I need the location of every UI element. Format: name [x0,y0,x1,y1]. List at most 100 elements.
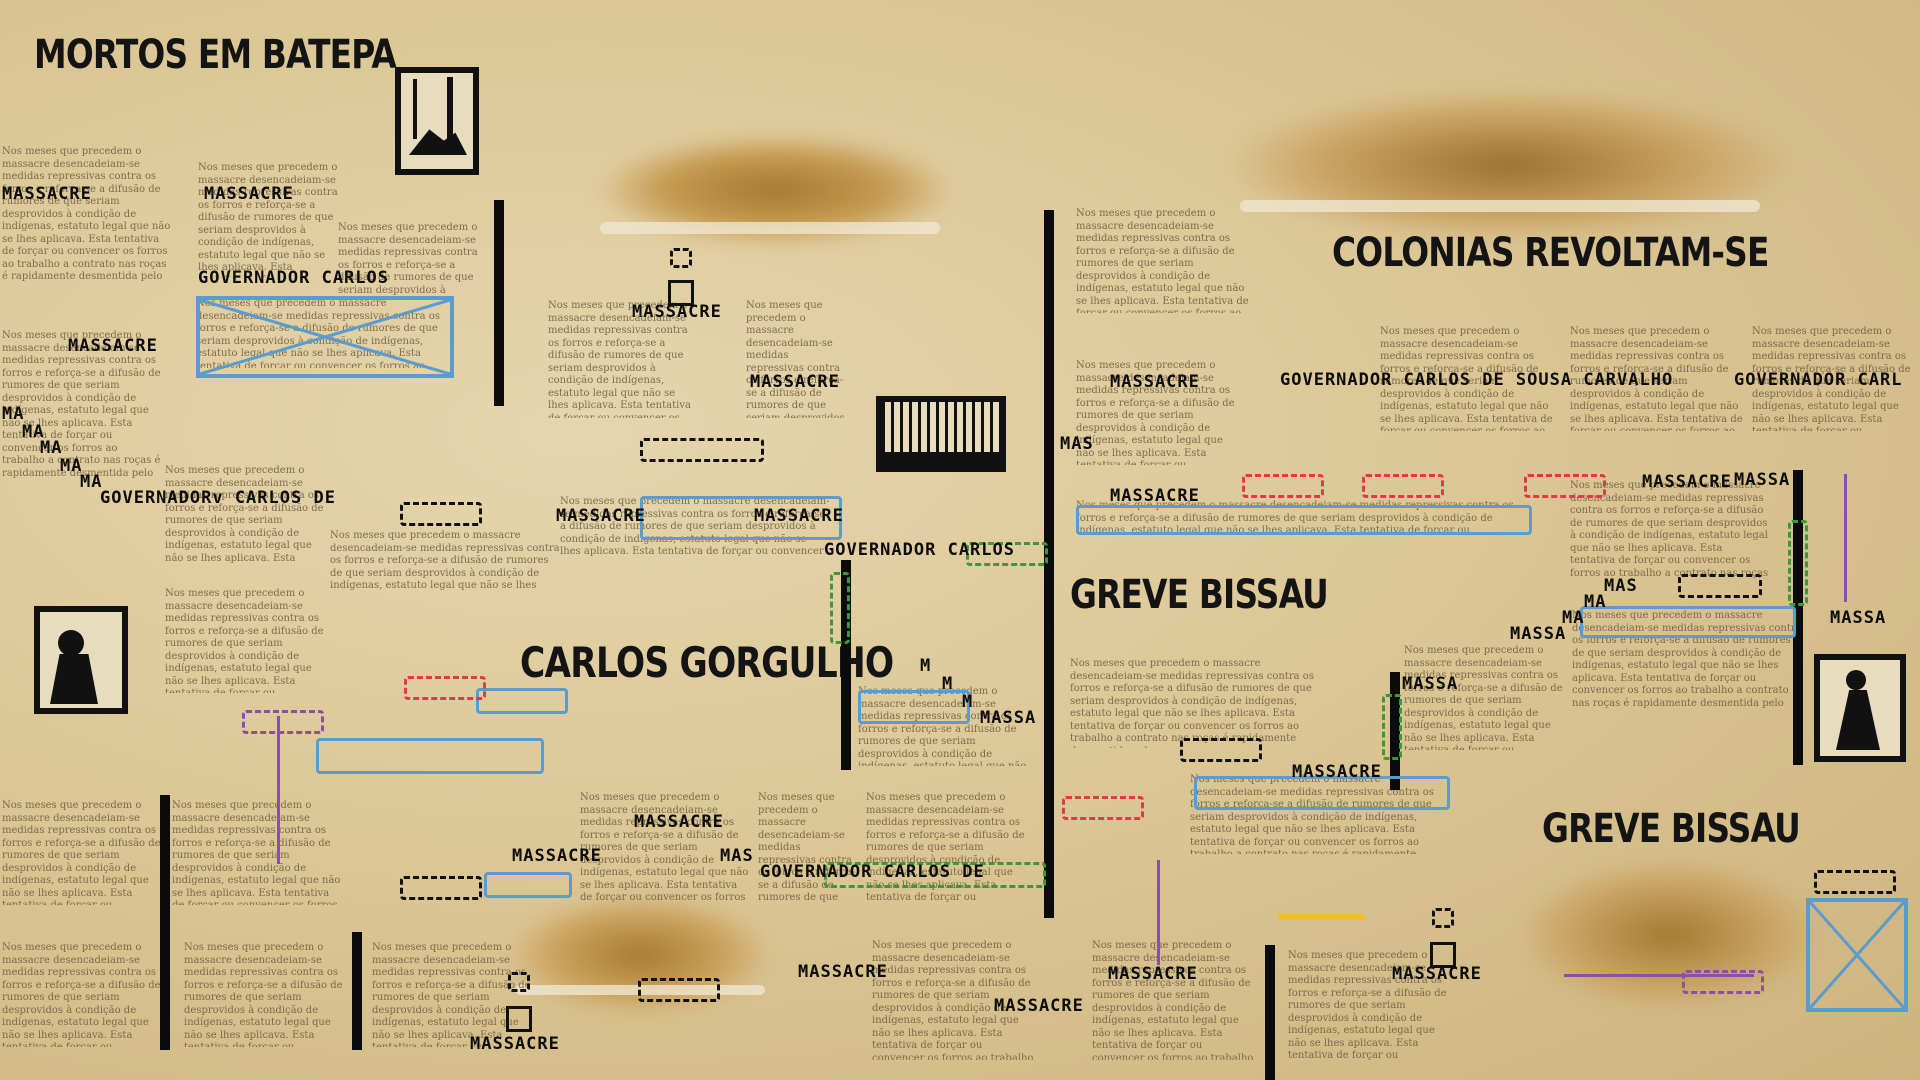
label-massa[interactable]: MASSA [980,708,1037,728]
divider-bar [494,200,504,406]
label-massacre[interactable]: MASSACRE [2,184,92,204]
marker-square-dashed[interactable] [670,248,692,268]
highlight-box-blue[interactable] [484,872,572,898]
label-m[interactable]: M [962,692,974,712]
label-ma[interactable]: MA [1562,608,1585,628]
label-massacre[interactable]: MASSACRE [1392,964,1482,984]
label-governador[interactable]: GOVERNADOR CARLOS [198,268,389,288]
dashed-box-black[interactable] [400,502,482,526]
cross-icon [200,300,450,374]
headline-carlos-gorgulho[interactable]: CARLOS GORGULHO [520,638,894,687]
label-ma[interactable]: MA [40,438,63,458]
crossed-out-box[interactable] [1806,898,1908,1012]
news-paragraph: Nos meses que precedem o massacre desenc… [1076,208,1249,313]
dashed-box-purple[interactable] [1682,970,1764,994]
label-governador[interactable]: GOVERNADOR CARL [1734,370,1903,390]
connector-line [1564,974,1754,977]
news-paragraph: Nos meses que precedem o massacre desenc… [1570,480,1769,579]
label-massacre[interactable]: MASSACRE [512,846,602,866]
label-massacre[interactable]: MASSACRE [1108,964,1198,984]
label-ma[interactable]: MA [60,456,83,476]
label-ma[interactable]: MA [1584,592,1607,612]
label-massa[interactable]: MASSA [1830,608,1887,628]
picture-frame-workers[interactable] [1814,654,1906,762]
highlight-box-blue[interactable] [476,688,568,714]
highlight-box-blue[interactable] [1076,505,1532,535]
marker-square[interactable] [1430,942,1456,968]
dashed-box-red[interactable] [1242,474,1324,498]
label-massacre[interactable]: MASSACRE [204,184,294,204]
label-ma[interactable]: MA [2,404,25,424]
news-paragraph: Nos meses que precedem o massacre desenc… [172,800,341,905]
news-paragraph: Nos meses que precedem o massacre desenc… [1570,326,1743,431]
marker-square[interactable] [506,1006,532,1032]
dashed-box-green[interactable] [1382,694,1402,760]
news-paragraph: Nos meses que precedem o massacre desenc… [1404,645,1563,750]
marker-square-dashed[interactable] [1432,908,1454,928]
marker-square-dashed[interactable] [508,972,530,992]
dashed-box-black[interactable] [1180,738,1262,762]
news-paragraph: Nos meses que precedem o massacre desenc… [2,330,161,479]
label-ma[interactable]: MA [80,472,103,492]
dashed-box-red[interactable] [404,676,486,700]
label-massacre[interactable]: MASSACRE [750,372,840,392]
label-massacre[interactable]: MASSACRE [1110,372,1200,392]
label-massacre[interactable]: MASSACRE [798,962,888,982]
dashed-box-black[interactable] [638,978,720,1002]
label-massacre[interactable]: MASSACRE [470,1034,560,1054]
label-massa[interactable]: MASSA [1734,470,1791,490]
marker-square[interactable] [668,280,694,306]
highlight-box-blue[interactable] [858,690,970,724]
news-paragraph: Nos meses que precedem o massacre desenc… [1190,774,1434,854]
label-massacre[interactable]: MASSACRE [632,302,722,322]
label-governador[interactable]: GOVERNADOR CARLOS DE SOUSA CARVALHO [1280,370,1674,390]
picture-frame-forest[interactable] [876,396,1006,472]
highlight-box-blue[interactable] [1580,606,1796,638]
highlight-box-blue[interactable] [1194,776,1450,810]
label-mas[interactable]: MAS [1604,576,1638,596]
label-massacre[interactable]: MASSACRE [994,996,1084,1016]
dashed-box-black[interactable] [400,876,482,900]
dashed-box-green[interactable] [824,862,1046,888]
divider-bar [160,795,170,1050]
headline-colonias-revoltam-se[interactable]: COLONIAS REVOLTAM-SE [1332,230,1769,276]
highlight-box-blue[interactable] [316,738,544,774]
dashed-box-green[interactable] [966,542,1048,566]
dashed-box-black[interactable] [1678,574,1762,598]
label-massa[interactable]: MASSA [1510,624,1567,644]
label-ma[interactable]: MA [22,422,45,442]
label-massacre[interactable]: MASSACRE [556,506,646,526]
label-massa[interactable]: MASSA [1402,674,1459,694]
highlight-box-blue[interactable] [640,496,842,540]
dashed-box-green[interactable] [830,572,850,644]
label-mas[interactable]: MAS [1060,434,1094,454]
news-paragraph: Nos meses que precedem o massacre desenc… [165,465,324,564]
label-massacre[interactable]: MASSACRE [1292,762,1382,782]
label-m[interactable]: M [942,674,954,694]
picture-frame-trees[interactable] [395,67,479,175]
headline-mortos-em-batepa[interactable]: MORTOS EM BATEPA [34,32,397,78]
news-paragraph: Nos meses que precedem o massacre desenc… [2,800,161,905]
label-mas[interactable]: MAS [720,846,754,866]
picture-frame-figure[interactable] [34,606,128,714]
label-governador[interactable]: GOVERNADOR CARLOS [824,540,1015,560]
dashed-box-black[interactable] [1814,870,1896,894]
label-governador[interactable]: GOVERNADOR CARLOS DE [760,862,985,882]
label-massacre[interactable]: MASSACRE [68,336,158,356]
brush-stroke [1240,200,1760,212]
label-massacre[interactable]: MASSACRE [1110,486,1200,506]
headline-greve-bissau[interactable]: GREVE BISSAU [1542,806,1801,852]
dashed-box-black[interactable] [640,438,764,462]
dashed-box-purple[interactable] [242,710,324,734]
label-massacre[interactable]: MASSACRE [1642,472,1732,492]
headline-greve-bissau[interactable]: GREVE BISSAU [1070,572,1329,618]
dashed-box-red[interactable] [1524,474,1606,498]
label-massacre[interactable]: MASSACRE [634,812,724,832]
dashed-box-red[interactable] [1062,796,1144,820]
dashed-box-red[interactable] [1362,474,1444,498]
crossed-out-box[interactable] [196,296,454,378]
label-governador[interactable]: GOVERNADORv CARLOS DE [100,488,336,508]
label-m[interactable]: M [920,656,932,676]
label-massacre[interactable]: MASSACRE [754,506,844,526]
dashed-box-green[interactable] [1788,520,1808,606]
